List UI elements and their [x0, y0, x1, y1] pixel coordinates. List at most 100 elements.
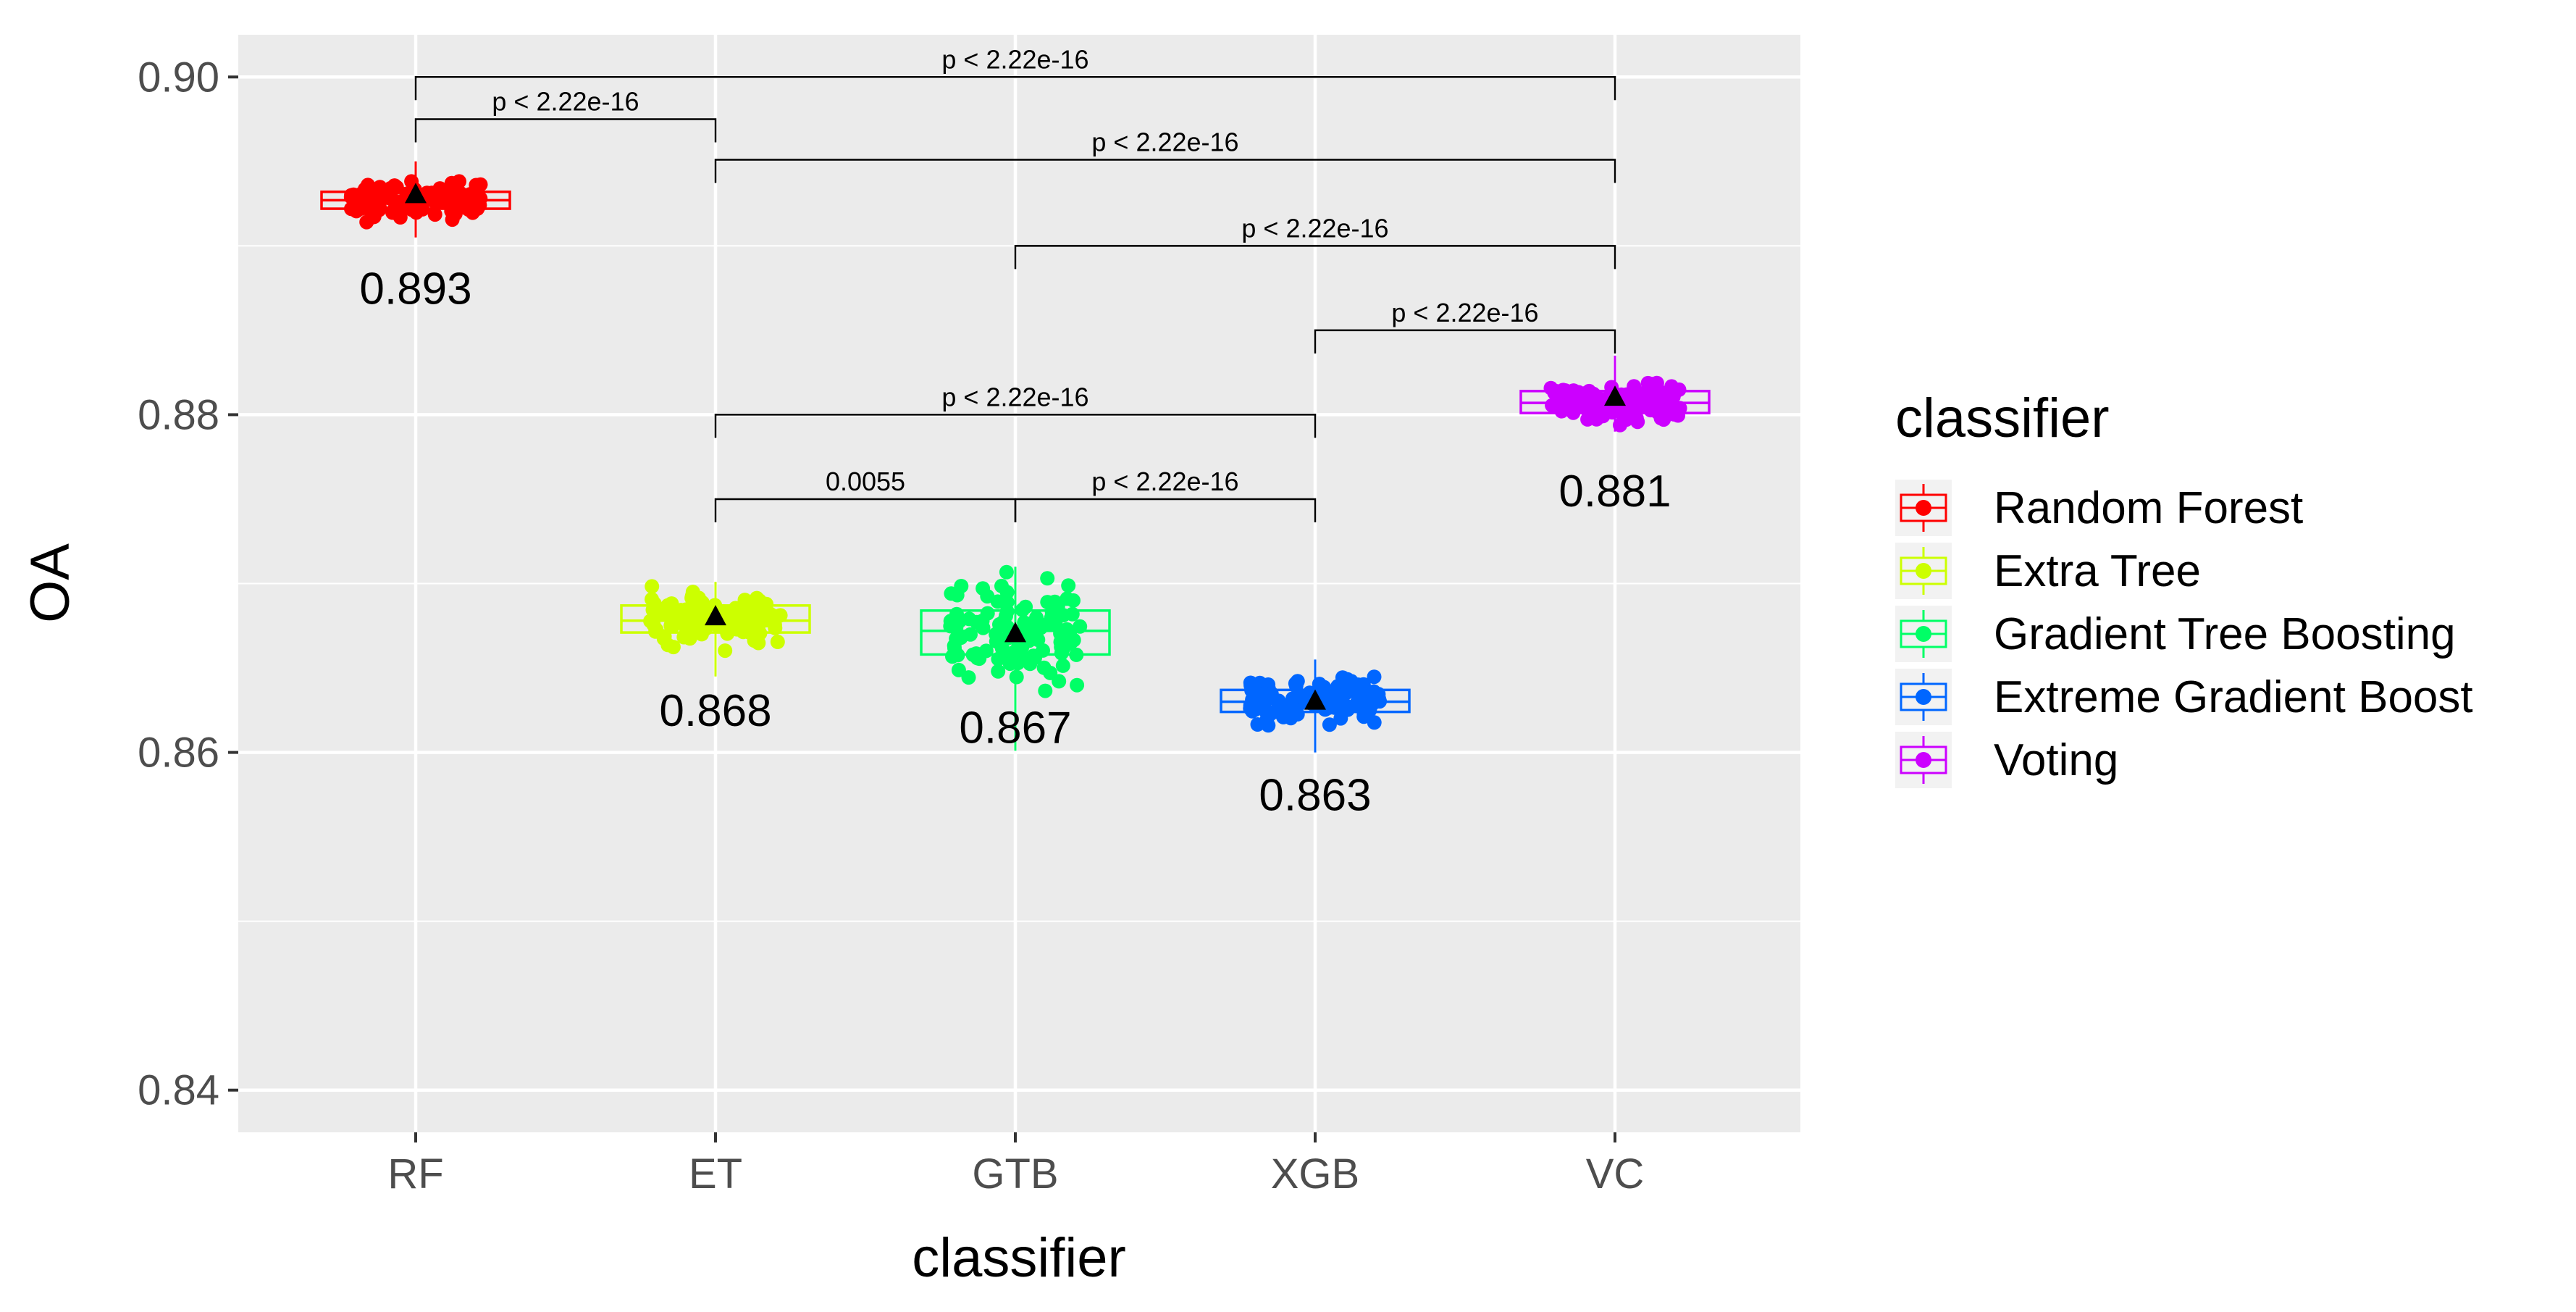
mean-value-label: 0.863: [1259, 771, 1371, 821]
data-point: [999, 564, 1014, 580]
data-point: [728, 619, 743, 635]
data-point: [970, 651, 985, 666]
y-tick-label: 0.84: [138, 1067, 219, 1114]
data-point: [740, 608, 755, 623]
data-point: [1043, 665, 1058, 680]
data-point: [718, 643, 733, 659]
data-point: [1650, 390, 1665, 404]
data-point: [1288, 676, 1303, 691]
series-gtb: 0.867: [920, 564, 1111, 753]
data-point: [1002, 656, 1018, 672]
data-point: [759, 596, 774, 611]
axes: 0.84 0.86 0.88 0.90 RF ET GTB XGB VC: [138, 54, 1644, 1198]
x-axis-title: classifier: [912, 1227, 1126, 1289]
series-et: 0.868: [620, 579, 811, 736]
data-point: [729, 606, 744, 622]
data-point: [1603, 403, 1618, 418]
data-point: [949, 619, 964, 635]
data-point: [645, 579, 660, 594]
mean-marker: [405, 183, 427, 204]
data-point: [765, 608, 780, 623]
data-point: [1060, 591, 1075, 606]
data-point: [1056, 641, 1071, 656]
legend-key-point: [1916, 689, 1931, 705]
data-point: [947, 638, 962, 653]
data-point: [1626, 383, 1641, 398]
data-point: [945, 649, 960, 664]
data-point: [1543, 380, 1558, 396]
data-point: [1261, 718, 1276, 733]
data-point: [1644, 377, 1659, 392]
data-point: [444, 204, 459, 219]
data-point: [1367, 669, 1382, 685]
data-point: [1061, 578, 1076, 593]
data-point: [1264, 686, 1279, 701]
data-point: [770, 635, 785, 649]
x-tick-label: VC: [1586, 1150, 1645, 1198]
data-point: [372, 201, 387, 216]
data-point: [1055, 658, 1070, 673]
data-point: [989, 634, 1004, 649]
data-point: [685, 585, 700, 600]
data-point: [768, 620, 783, 635]
data-point: [361, 200, 376, 215]
data-point: [687, 622, 702, 637]
legend-label: Extra Tree: [1994, 546, 2201, 596]
significance-label: p < 2.22e-16: [941, 44, 1088, 74]
significance-bracket: [1314, 329, 1616, 354]
data-point: [999, 595, 1015, 610]
legend-item: Extreme Gradient Boost: [1895, 669, 2473, 725]
mean-marker: [1304, 689, 1326, 710]
data-point: [649, 622, 664, 638]
data-point: [1070, 677, 1085, 693]
y-axis-title: OA: [20, 543, 81, 623]
data-point: [976, 620, 991, 635]
data-point: [645, 602, 660, 617]
data-point: [1006, 645, 1021, 660]
x-tick-label: RF: [387, 1150, 443, 1198]
significance-label: 0.0055: [826, 467, 905, 496]
data-point: [1371, 687, 1386, 702]
mean-value-label: 0.868: [659, 686, 771, 736]
data-point: [963, 627, 978, 642]
data-point: [1250, 717, 1265, 732]
data-point: [415, 201, 430, 217]
data-point: [1018, 599, 1033, 614]
data-point: [1243, 675, 1258, 690]
data-point: [469, 177, 484, 193]
data-point: [1623, 396, 1638, 411]
significance-label: p < 2.22e-16: [492, 87, 639, 117]
data-point: [991, 664, 1006, 679]
data-point: [1038, 683, 1053, 698]
data-point: [980, 606, 995, 621]
legend-label: Gradient Tree Boosting: [1994, 609, 2456, 659]
data-point: [1569, 390, 1584, 405]
data-point: [1069, 647, 1084, 662]
data-point: [1351, 677, 1366, 693]
data-point: [458, 200, 473, 215]
data-point: [976, 581, 991, 596]
data-point: [695, 595, 710, 610]
mean-value-label: 0.881: [1558, 467, 1671, 517]
x-tick-label: GTB: [972, 1150, 1058, 1198]
series-rf: 0.893: [320, 161, 511, 314]
data-point: [1073, 619, 1088, 634]
y-tick-label: 0.86: [138, 730, 219, 777]
legend-item: Voting: [1895, 732, 2118, 788]
data-point: [444, 175, 459, 191]
data-point: [742, 624, 757, 640]
data-point: [1040, 571, 1055, 586]
legend-key-point: [1916, 626, 1931, 642]
data-point: [1664, 379, 1679, 394]
y-tick-label: 0.88: [138, 391, 219, 438]
y-tick-label: 0.90: [138, 54, 219, 101]
data-point: [666, 640, 681, 655]
data-point: [349, 204, 364, 219]
mean-marker: [1004, 622, 1026, 643]
data-point: [353, 187, 369, 201]
series-vc: 0.881: [1519, 355, 1711, 517]
data-point: [1248, 702, 1263, 717]
data-point: [944, 586, 959, 601]
data-point: [1613, 417, 1627, 433]
